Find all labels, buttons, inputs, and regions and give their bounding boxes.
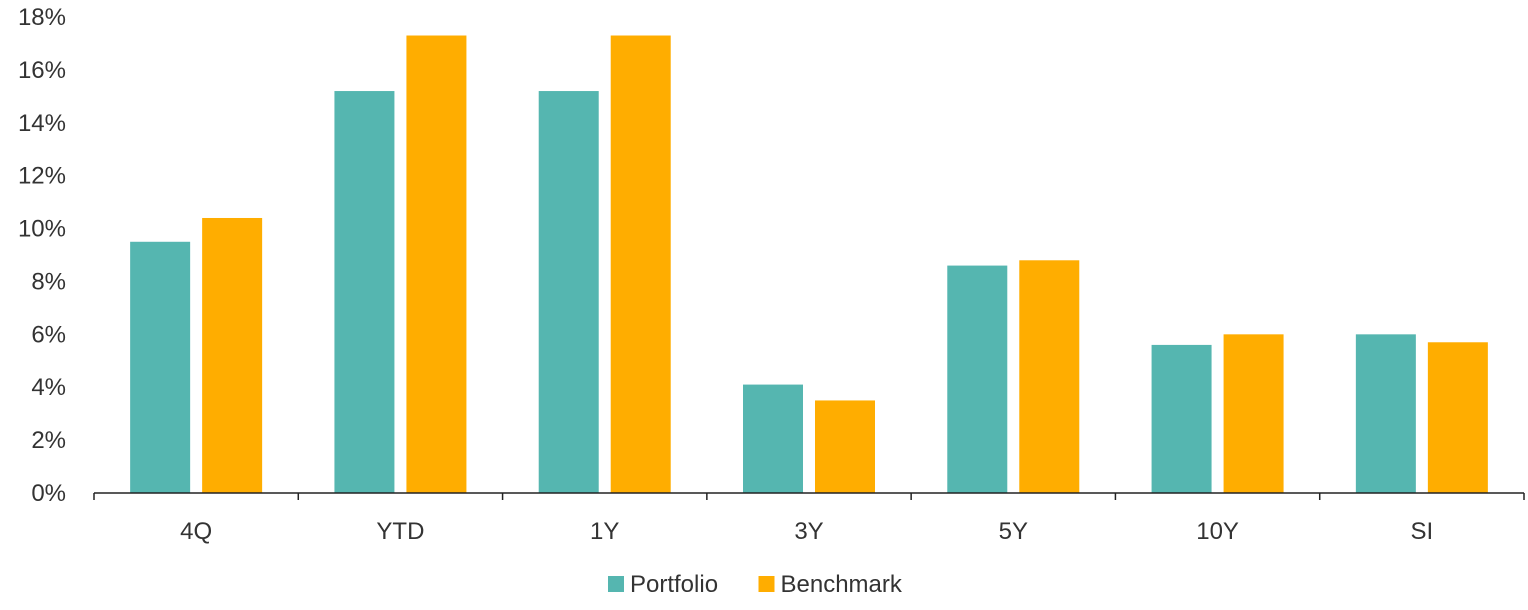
x-tick-label: 5Y — [999, 518, 1028, 545]
y-tick-label: 16% — [18, 57, 66, 84]
bars-group — [130, 35, 1488, 494]
y-tick-label: 12% — [18, 163, 66, 190]
bar-benchmark-si — [1427, 342, 1488, 493]
bar-benchmark-1y — [610, 35, 671, 494]
x-tick-label: 3Y — [794, 518, 823, 545]
x-tick-label: 4Q — [180, 518, 212, 545]
y-tick-label: 8% — [31, 268, 66, 295]
x-tick-label: 1Y — [590, 518, 619, 545]
x-axis-tick-labels: 4Q YTD 1Y 3Y 5Y 10Y SI — [180, 518, 1433, 545]
y-tick-label: 2% — [31, 427, 66, 454]
y-tick-label: 14% — [18, 110, 66, 137]
x-tick-label: SI — [1411, 518, 1434, 545]
bar-portfolio-ytd — [334, 91, 395, 494]
x-tick-label: 10Y — [1196, 518, 1239, 545]
bar-portfolio-4q — [130, 241, 191, 493]
bar-portfolio-si — [1355, 334, 1416, 493]
bar-benchmark-3y — [815, 400, 875, 493]
y-tick-label: 0% — [31, 480, 66, 507]
legend-swatch-portfolio — [608, 576, 624, 592]
bar-benchmark-10y — [1223, 334, 1284, 493]
legend-label-portfolio: Portfolio — [630, 571, 718, 598]
bar-portfolio-10y — [1151, 344, 1212, 493]
legend-label-benchmark: Benchmark — [781, 571, 903, 598]
bar-benchmark-5y — [1019, 260, 1080, 493]
bar-benchmark-4q — [202, 217, 263, 493]
y-axis-tick-labels: 0% 2% 4% 6% 8% 10% 12% 14% 16% 18% — [18, 4, 66, 507]
bar-portfolio-1y — [538, 91, 599, 494]
y-tick-label: 18% — [18, 4, 66, 31]
y-tick-label: 4% — [31, 374, 66, 401]
bar-benchmark-ytd — [406, 35, 467, 494]
bar-portfolio-3y — [743, 384, 803, 493]
x-axis — [93, 492, 1525, 500]
x-tick-label: YTD — [376, 518, 424, 545]
y-tick-label: 10% — [18, 216, 66, 243]
y-tick-label: 6% — [31, 321, 66, 348]
legend: Portfolio Benchmark — [608, 571, 903, 598]
legend-swatch-benchmark — [758, 576, 775, 592]
bar-portfolio-5y — [947, 265, 1008, 493]
